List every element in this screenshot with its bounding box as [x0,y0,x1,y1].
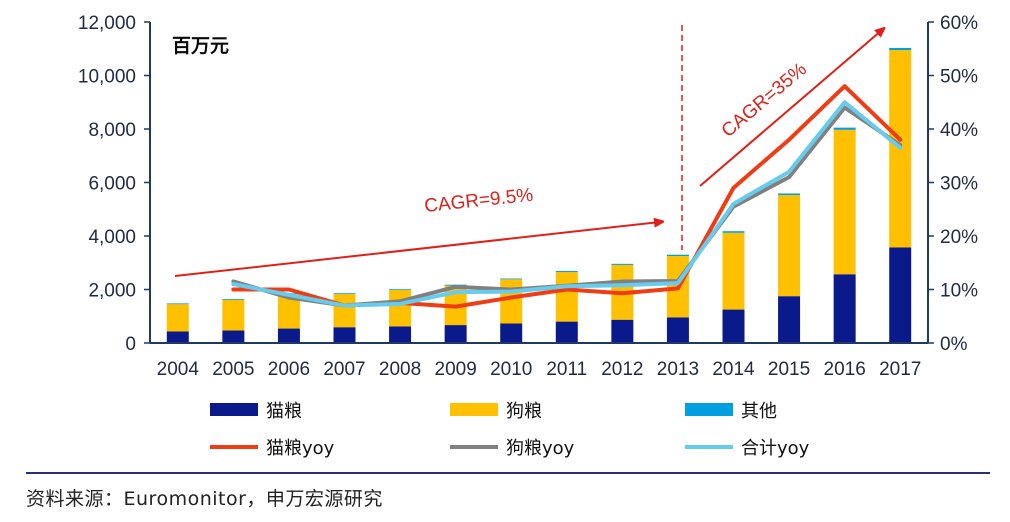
y-tick-label: 6,000 [88,174,136,195]
bar-猫粮-2006 [277,328,300,343]
y-tick-label: 12,000 [78,13,136,34]
bar-猫粮-2005 [222,330,245,343]
y2-tick-label: 30% [940,174,978,195]
y-tick-label: 2,000 [88,281,136,302]
legend-label: 其他 [741,401,777,422]
bar-其他-2016 [833,127,856,130]
x-tick-label: 2008 [379,359,421,380]
bar-猫粮-2010 [500,323,523,343]
x-tick-label: 2009 [435,359,477,380]
x-tick-label: 2007 [323,359,365,380]
bar-猫粮-2011 [555,321,578,343]
bar-其他-2004 [166,303,189,305]
legend-label: 狗粮yoy [506,438,575,459]
x-tick-label: 2012 [601,359,643,380]
bar-其他-2014 [722,231,745,233]
bar-其他-2012 [611,263,634,265]
bar-猫粮-2017 [889,247,912,343]
bar-其他-2013 [666,254,689,257]
bar-猫粮-2013 [666,317,689,343]
bar-猫粮-2009 [444,325,467,343]
y-tick-label: 4,000 [88,227,136,248]
yoy-lines [231,84,903,309]
legend-swatch [210,403,258,416]
x-tick-label: 2005 [212,359,254,380]
y2-tick-label: 0% [940,334,968,355]
cagr-arrow-left [174,222,660,277]
x-tick-label: 2015 [768,359,810,380]
bar-狗粮-2010 [500,279,523,324]
x-tick-label: 2013 [657,359,699,380]
x-tick-label: 2006 [268,359,310,380]
unit-label: 百万元 [172,35,229,57]
line-合计yoy [231,100,903,308]
x-tick-label: 2010 [490,359,532,380]
bar-其他-2005 [222,299,245,300]
bar-狗粮-2005 [222,299,245,331]
bar-狗粮-2006 [277,294,300,329]
x-tick-label: 2016 [824,359,866,380]
legend-label: 狗粮 [506,401,542,422]
x-tick-label: 2004 [157,359,200,380]
bar-猫粮-2008 [389,326,412,343]
left-axis-labels: 0 2,000 4,000 6,000 8,000 10,000 12,000 [78,13,136,355]
bar-其他-2008 [389,289,412,291]
bar-狗粮-2014 [722,232,745,310]
bar-狗粮-2011 [555,272,578,322]
legend-label: 猫粮 [266,401,302,422]
legend-swatch [685,403,733,416]
bar-猫粮-2016 [833,274,856,343]
bar-其他-2010 [500,278,523,280]
bar-狗粮-2016 [833,129,856,275]
y2-tick-label: 20% [940,227,978,248]
source-note: 资料来源：Euromonitor，申万宏源研究 [26,488,383,510]
y-tick-label: 8,000 [88,120,136,141]
y2-tick-label: 60% [940,13,978,34]
stacked-bars [166,47,912,343]
bar-其他-2011 [555,271,578,273]
x-tick-label: 2014 [712,359,755,380]
bar-猫粮-2012 [611,319,634,343]
y2-tick-label: 10% [940,281,978,302]
y2-tick-label: 40% [940,120,978,141]
legend-label: 合计yoy [741,438,810,459]
bar-狗粮-2004 [166,304,189,332]
y-tick-label: 0 [125,334,136,355]
bar-狗粮-2008 [389,290,412,327]
cagr-left-label: CAGR=9.5% [423,185,534,217]
bar-狗粮-2015 [778,195,801,297]
bar-猫粮-2007 [333,327,356,343]
legend-swatch [450,403,498,416]
legend-label: 猫粮yoy [266,438,335,459]
chart-canvas: 0 2,000 4,000 6,000 8,000 10,000 12,000 0% 10% 2… [78,13,978,459]
bar-猫粮-2014 [722,309,745,343]
bar-猫粮-2015 [778,296,801,343]
axes [144,21,934,344]
bar-其他-2017 [889,47,912,51]
right-axis-labels: 0% 10% 20% 30% 40% 50% 60% [940,13,978,355]
y-tick-label: 10,000 [78,67,136,88]
source-divider [26,472,990,474]
y2-tick-label: 50% [940,67,978,88]
cagr-arrow-right [699,30,882,187]
x-tick-label: 2011 [546,359,587,380]
bar-狗粮-2007 [333,294,356,328]
bar-猫粮-2004 [166,331,189,343]
x-tick-label: 2017 [879,359,921,380]
bar-其他-2015 [778,193,801,196]
x-axis-labels: 2004 2005 2006 2007 2008 2009 2010 2011 2012 2013… [157,359,922,380]
bar-其他-2007 [333,293,356,295]
